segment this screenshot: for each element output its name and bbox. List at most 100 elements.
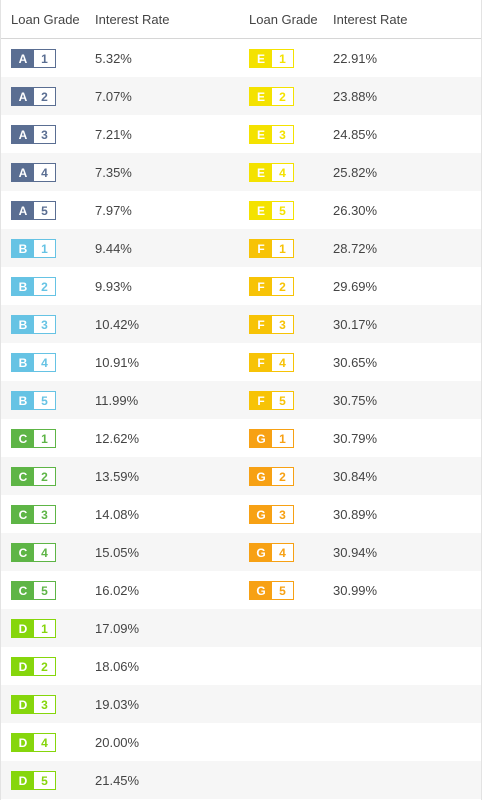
interest-rate-value: 17.09% — [95, 621, 140, 636]
grade-number: 2 — [34, 88, 55, 105]
grade-letter: B — [12, 354, 34, 371]
grade-number: 5 — [272, 392, 293, 409]
grade-number: 4 — [272, 354, 293, 371]
grade-number: 3 — [272, 126, 293, 143]
interest-rate-value: 20.00% — [95, 735, 140, 750]
interest-rate-value: 29.69% — [333, 279, 378, 294]
interest-rate-value: 11.99% — [95, 393, 139, 408]
grade-letter: E — [250, 50, 272, 67]
grade-letter: F — [250, 316, 272, 333]
table-row: D 2 18.06% — [1, 647, 481, 685]
table-row: B 3 10.42% F 3 30.17% — [1, 305, 481, 343]
interest-rate-value: 30.94% — [333, 545, 378, 560]
grade-number: 5 — [34, 582, 55, 599]
interest-rate-value: 13.59% — [95, 469, 140, 484]
grade-number: 4 — [34, 544, 55, 561]
interest-rate-value: 7.21% — [95, 127, 132, 142]
interest-rate-value: 30.84% — [333, 469, 378, 484]
grade-number: 2 — [34, 468, 55, 485]
grade-number: 1 — [272, 50, 293, 67]
grade-number: 1 — [34, 430, 55, 447]
grade-letter: C — [12, 506, 34, 523]
grade-number: 1 — [34, 50, 55, 67]
interest-rate-value: 9.44% — [95, 241, 132, 256]
interest-rate-value: 30.99% — [333, 583, 378, 598]
grade-letter: D — [12, 772, 34, 789]
grade-number: 2 — [272, 278, 293, 295]
grade-letter: D — [12, 696, 34, 713]
grade-letter: B — [12, 278, 34, 295]
table-row: A 1 5.32% E 1 22.91% — [1, 39, 481, 77]
interest-rate-value: 23.88% — [333, 89, 378, 104]
grade-number: 1 — [34, 620, 55, 637]
grade-number: 2 — [272, 88, 293, 105]
table-row: A 4 7.35% E 4 25.82% — [1, 153, 481, 191]
table-row: B 1 9.44% F 1 28.72% — [1, 229, 481, 267]
grade-number: 5 — [34, 392, 55, 409]
interest-rate-value: 7.35% — [95, 165, 132, 180]
table-row: D 4 20.00% — [1, 723, 481, 761]
grade-letter: C — [12, 582, 34, 599]
grade-letter: D — [12, 734, 34, 751]
table-row: B 2 9.93% F 2 29.69% — [1, 267, 481, 305]
grade-number: 2 — [34, 278, 55, 295]
grade-letter: E — [250, 88, 272, 105]
table-row: C 1 12.62% G 1 30.79% — [1, 419, 481, 457]
interest-rate-value: 30.65% — [333, 355, 378, 370]
interest-rate-value: 12.62% — [95, 431, 140, 446]
header-interest-rate-left: Interest Rate — [95, 12, 170, 27]
grade-letter: B — [12, 240, 34, 257]
interest-rate-value: 25.82% — [333, 165, 378, 180]
grade-number: 5 — [34, 202, 55, 219]
grade-letter: G — [250, 544, 272, 561]
header-interest-rate-right: Interest Rate — [333, 12, 408, 27]
table-row: C 2 13.59% G 2 30.84% — [1, 457, 481, 495]
interest-rate-value: 7.97% — [95, 203, 132, 218]
grade-letter: F — [250, 278, 272, 295]
interest-rate-value: 5.32% — [95, 51, 132, 66]
interest-rate-value: 26.30% — [333, 203, 378, 218]
interest-rate-value: 19.03% — [95, 697, 140, 712]
grade-number: 1 — [34, 240, 55, 257]
grade-number: 4 — [272, 164, 293, 181]
table-row: B 5 11.99% F 5 30.75% — [1, 381, 481, 419]
grade-number: 4 — [34, 354, 55, 371]
table-row: D 3 19.03% — [1, 685, 481, 723]
table-body: A 1 5.32% E 1 22.91% A 2 7.07% E 2 23.88% A 3 7.21% E 3 2… — [1, 39, 481, 799]
table-row: A 2 7.07% E 2 23.88% — [1, 77, 481, 115]
grade-letter: A — [12, 164, 34, 181]
header-loan-grade-left: Loan Grade — [11, 12, 80, 27]
interest-rate-value: 14.08% — [95, 507, 140, 522]
grade-number: 3 — [34, 696, 55, 713]
interest-rate-value: 16.02% — [95, 583, 140, 598]
grade-number: 1 — [272, 240, 293, 257]
grade-letter: B — [12, 392, 34, 409]
table-row: D 1 17.09% — [1, 609, 481, 647]
grade-number: 5 — [272, 582, 293, 599]
interest-rate-value: 30.79% — [333, 431, 378, 446]
grade-letter: F — [250, 240, 272, 257]
grade-number: 3 — [34, 316, 55, 333]
interest-rate-value: 21.45% — [95, 773, 140, 788]
grade-letter: C — [12, 544, 34, 561]
grade-letter: A — [12, 126, 34, 143]
